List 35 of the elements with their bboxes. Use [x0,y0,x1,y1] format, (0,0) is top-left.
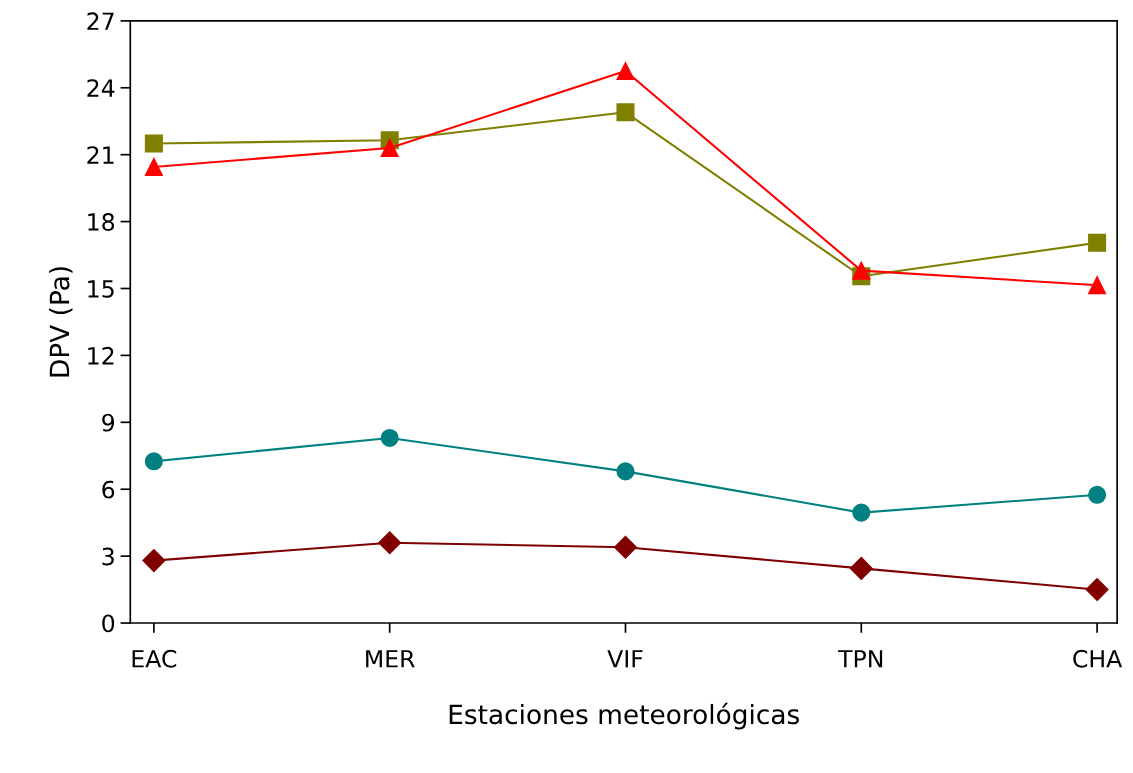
point [1088,233,1107,252]
point [616,462,635,481]
x-tick-label: MER [366,650,415,668]
point [144,452,163,471]
y-tick-label: 18 [88,213,115,231]
point [380,138,399,158]
y-tick-label: 24 [87,79,115,97]
point [142,549,166,573]
point [616,62,635,81]
y-tick-label: 21 [87,146,114,164]
point [616,103,635,122]
y-tick-label: 27 [87,12,114,30]
point [852,261,871,280]
point [144,134,163,153]
point [613,535,637,559]
x-tick-label: TPN [838,650,883,668]
x-tick-label: CHA [1073,649,1123,668]
y-tick-label: 3 [102,547,114,566]
point [378,531,402,555]
point [1088,276,1107,295]
y-tick-label: 0 [102,614,115,633]
point [1088,485,1107,504]
x-tick-label: EAC [132,649,177,668]
point [852,503,871,522]
point [1085,578,1109,602]
point [144,157,163,176]
point [380,428,399,447]
y-tick-label: 12 [88,346,114,365]
y-axis-title: DPV (Pa) [49,267,73,377]
y-tick-label: 15 [88,280,114,298]
y-tick-label: 6 [102,480,115,499]
x-axis-title: Estaciones meteorológicas [449,702,799,730]
x-tick-label: VIF [607,650,643,668]
point [849,556,873,580]
y-tick-label: 9 [102,413,115,432]
